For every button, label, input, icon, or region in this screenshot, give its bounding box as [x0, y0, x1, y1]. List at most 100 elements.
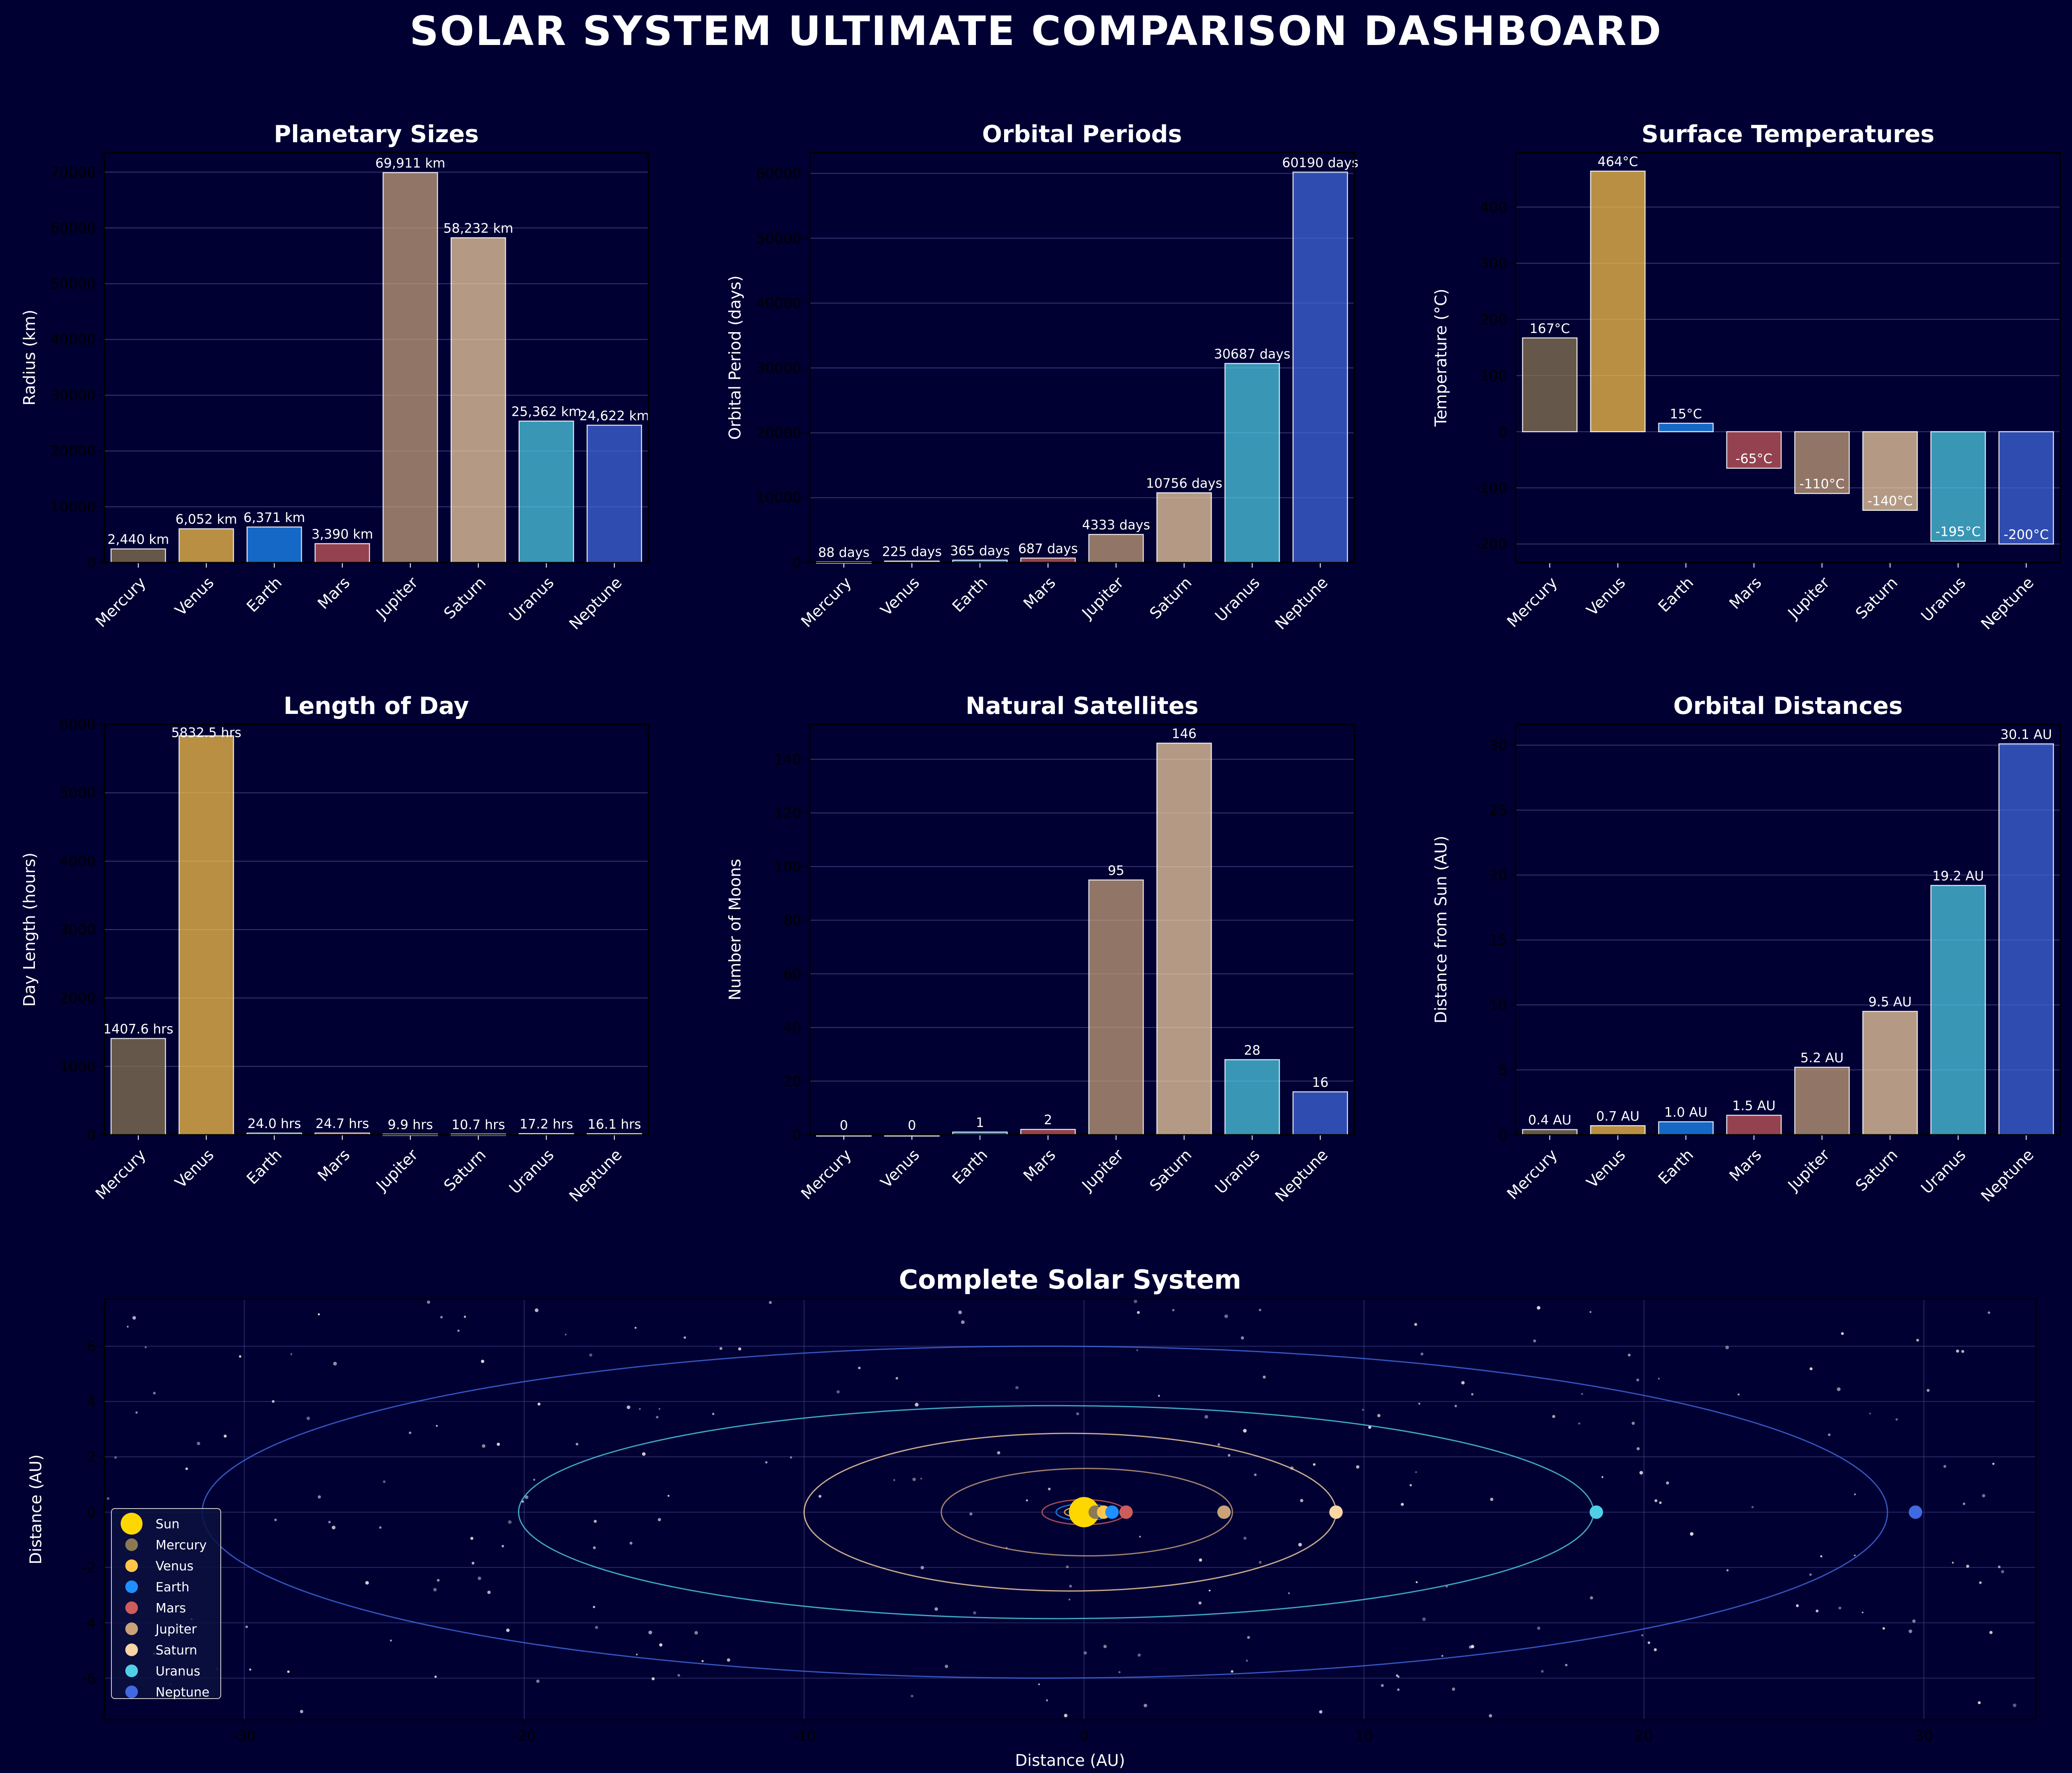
- y-tick-label: 15: [1489, 932, 1507, 949]
- data-label: 687 days: [1018, 541, 1078, 556]
- orbit-jupiter: [941, 1468, 1233, 1557]
- background-star: [656, 1416, 659, 1419]
- background-star: [1076, 1412, 1079, 1416]
- data-label: 5832.5 hrs: [171, 725, 241, 740]
- background-star: [592, 1606, 595, 1608]
- axes-frame: [103, 724, 649, 1136]
- background-star: [1882, 1627, 1885, 1630]
- y-tick-label: 20: [783, 1073, 801, 1090]
- bar-venus: [178, 735, 234, 1136]
- background-star: [920, 1566, 924, 1570]
- y-tick-label: 4000: [59, 853, 96, 870]
- background-star: [436, 1425, 438, 1427]
- background-star: [534, 1308, 539, 1312]
- data-label: 0: [908, 1118, 916, 1133]
- background-star: [1461, 1381, 1465, 1385]
- background-star: [667, 1495, 670, 1497]
- legend-marker-sun: [121, 1513, 143, 1535]
- background-star: [1204, 1415, 1208, 1419]
- y-tick-label: -6: [82, 1670, 96, 1687]
- background-star: [478, 1576, 481, 1580]
- y-tick-label: 20: [1489, 867, 1507, 884]
- background-star: [920, 1477, 922, 1480]
- background-star: [1454, 1405, 1457, 1408]
- background-star: [589, 1353, 592, 1357]
- background-star: [1048, 1488, 1051, 1490]
- y-axis-label: Orbital Period (days): [726, 275, 744, 440]
- background-star: [701, 1660, 704, 1662]
- background-star: [106, 1497, 110, 1500]
- data-label: 146: [1172, 727, 1197, 742]
- background-star: [1854, 1493, 1856, 1496]
- background-star: [790, 1456, 792, 1459]
- y-axis-label: Number of Moons: [726, 859, 744, 1001]
- bar-uranus: [518, 420, 574, 563]
- background-star: [521, 1500, 524, 1503]
- y-tick-label: 40: [783, 1020, 801, 1036]
- background-star: [997, 1451, 1000, 1455]
- background-star: [482, 1444, 486, 1448]
- x-tick-label: 20: [1635, 1728, 1653, 1744]
- background-star: [506, 1628, 510, 1632]
- data-label: 0: [840, 1118, 848, 1133]
- background-star: [1064, 1714, 1068, 1718]
- panel-title: Orbital Periods: [982, 121, 1182, 148]
- background-star: [185, 1467, 188, 1470]
- y-axis-label: Distance (AU): [26, 1454, 45, 1564]
- background-star: [1422, 1617, 1426, 1621]
- background-star: [677, 1674, 680, 1677]
- background-star: [1298, 1543, 1302, 1547]
- background-star: [1224, 1314, 1228, 1319]
- background-star: [934, 1607, 938, 1611]
- background-star: [1198, 1601, 1202, 1605]
- axes-frame: [1515, 152, 2061, 563]
- background-star: [765, 1461, 768, 1464]
- x-tick-label: 10: [1355, 1728, 1373, 1744]
- background-star: [1397, 1675, 1400, 1678]
- y-tick-label: 50000: [756, 230, 801, 247]
- planet-mars: [1119, 1505, 1133, 1519]
- background-star: [1300, 1499, 1303, 1502]
- background-star: [1103, 1645, 1107, 1649]
- y-tick-label: 30: [1489, 737, 1507, 754]
- y-tick-label: 60000: [756, 165, 801, 182]
- data-label: 88 days: [818, 545, 870, 560]
- planet-saturn: [1329, 1505, 1343, 1519]
- background-star: [1263, 1375, 1266, 1379]
- background-star: [1992, 1462, 1995, 1465]
- background-star: [594, 1519, 597, 1523]
- x-tick-label: 30: [1915, 1728, 1933, 1744]
- background-star: [1726, 1569, 1729, 1572]
- background-star: [1490, 1498, 1493, 1501]
- background-star: [1038, 1683, 1040, 1686]
- y-tick-label: 100: [1480, 367, 1507, 384]
- y-tick-label: 0: [87, 1504, 96, 1521]
- axes-frame: [1515, 724, 2061, 1136]
- y-tick-label: 40000: [756, 295, 801, 312]
- background-star: [328, 1521, 331, 1524]
- bar-mars: [314, 543, 370, 563]
- background-star: [1912, 1619, 1916, 1623]
- bar-uranus: [1930, 431, 1986, 542]
- data-label: -110°C: [1800, 477, 1845, 492]
- background-star: [1737, 1393, 1740, 1396]
- data-label: -140°C: [1868, 494, 1913, 509]
- background-star: [1258, 1308, 1261, 1311]
- y-axis-label: Temperature (°C): [1432, 289, 1450, 427]
- background-star: [634, 1326, 637, 1329]
- background-star: [969, 1512, 973, 1516]
- background-star: [1636, 1447, 1640, 1451]
- data-label: 25,362 km: [511, 404, 581, 420]
- background-star: [1966, 1564, 1969, 1568]
- background-star: [317, 1495, 321, 1499]
- background-star: [1452, 1687, 1455, 1691]
- data-label: 1: [976, 1115, 984, 1131]
- background-star: [1381, 1684, 1384, 1687]
- background-star: [769, 1301, 772, 1304]
- x-tick-label: 0: [1079, 1728, 1089, 1744]
- background-star: [818, 1495, 822, 1498]
- background-star: [836, 1390, 840, 1394]
- legend-label: Uranus: [156, 1664, 200, 1679]
